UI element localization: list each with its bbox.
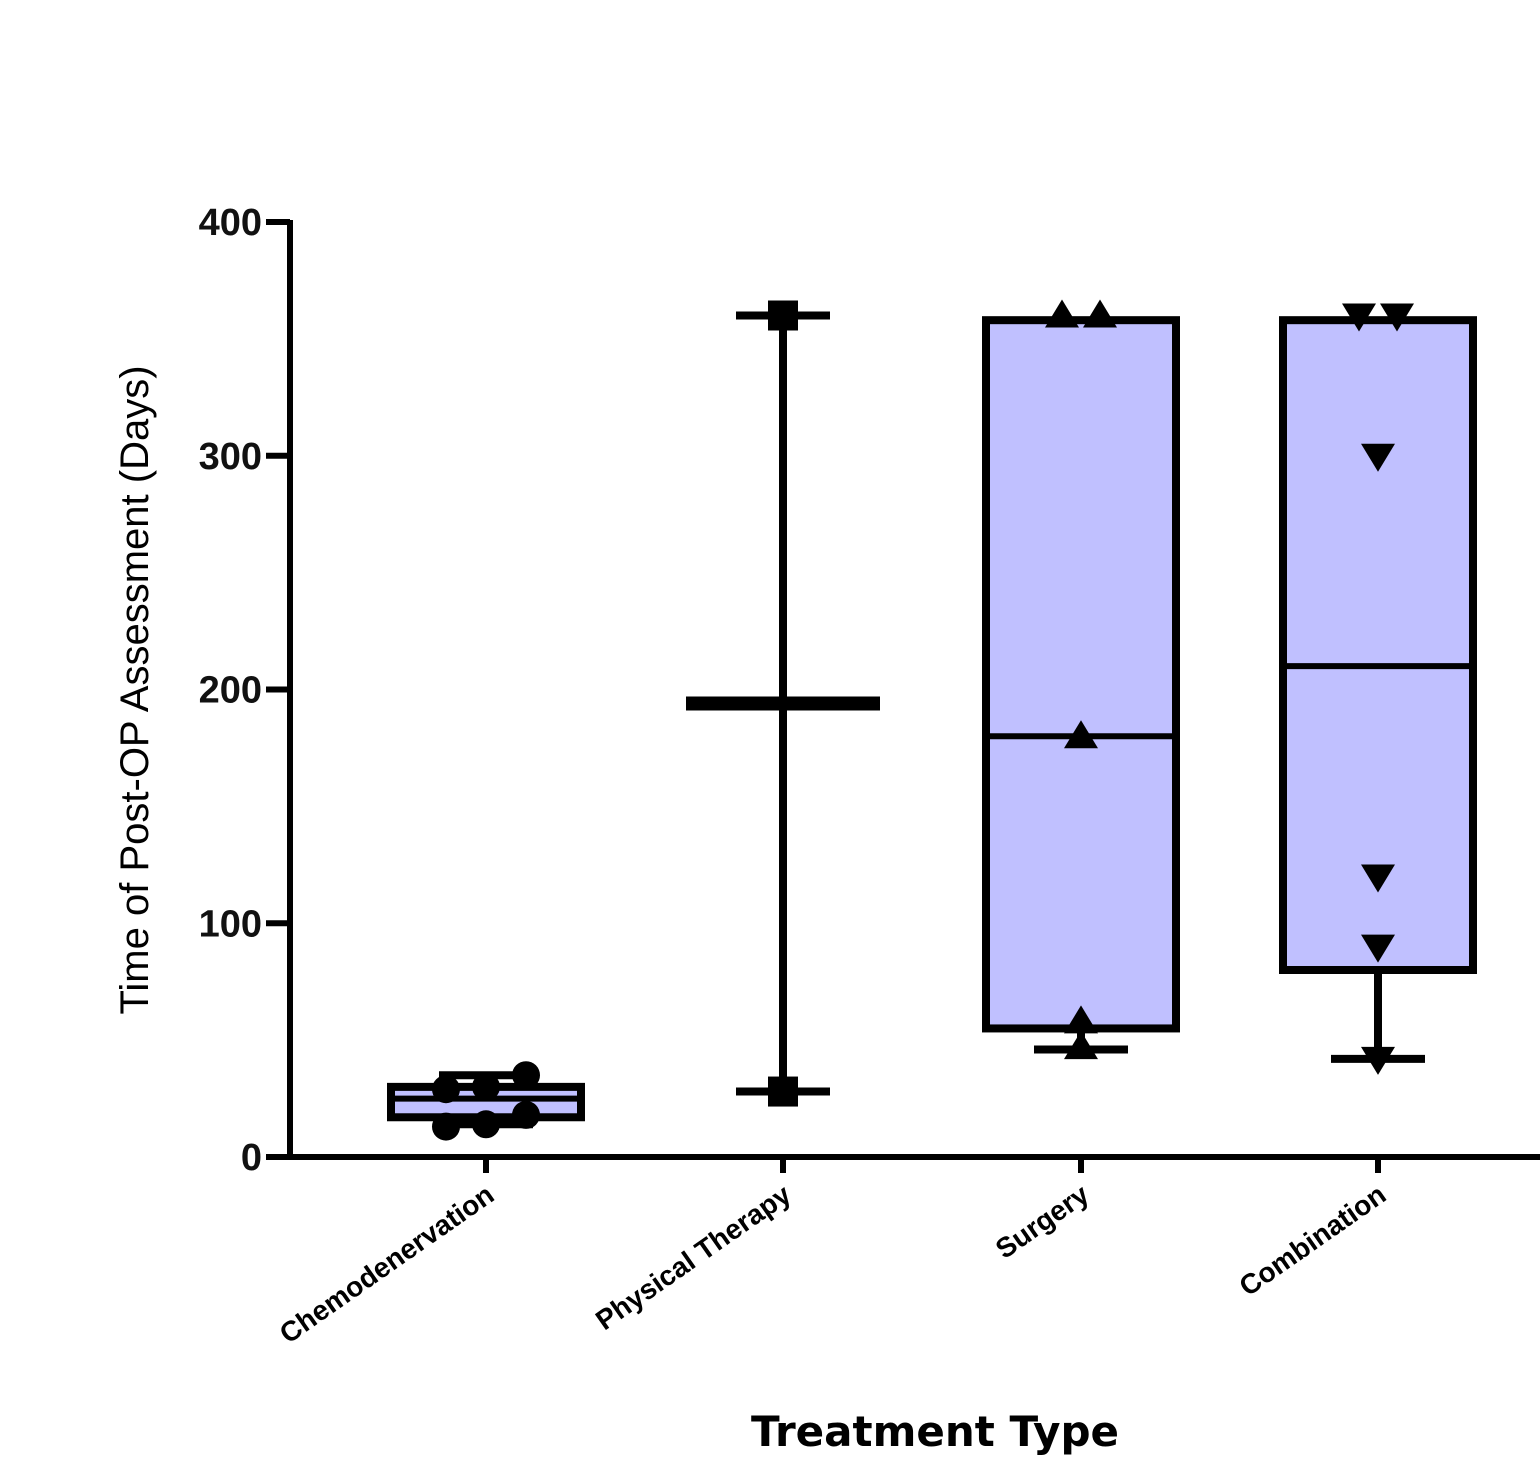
data-point (1361, 934, 1395, 963)
data-point (432, 1112, 460, 1141)
data-point (512, 1100, 540, 1129)
data-point (472, 1110, 500, 1139)
data-point (432, 1075, 460, 1104)
data-point (1361, 864, 1395, 893)
data-point (1361, 443, 1395, 472)
x-tick-label: Combination (1234, 1179, 1392, 1303)
data-point (768, 1076, 798, 1107)
data-points (432, 299, 1414, 1141)
data-point (512, 1061, 540, 1090)
box (1279, 316, 1477, 974)
box (982, 316, 1180, 1033)
y-tick-label: 400 (199, 202, 262, 244)
data-point (1064, 1005, 1098, 1034)
y-tick-label: 200 (199, 670, 262, 712)
x-tick-label: Surgery (990, 1178, 1095, 1264)
x-tick-label: Chemodenervation (274, 1179, 500, 1350)
box-group (686, 311, 880, 1096)
x-axis-title: Treatment Type (751, 1407, 1119, 1456)
data-point (1361, 1046, 1395, 1075)
data-point (1083, 299, 1117, 328)
data-point (1045, 299, 1079, 328)
data-point (472, 1072, 500, 1101)
data-point (768, 300, 798, 331)
data-point (1380, 303, 1414, 332)
y-tick-label: 300 (199, 436, 262, 478)
data-point (1064, 1031, 1098, 1060)
y-axis-title: Time of Post-OP Assessment (Days) (113, 365, 157, 1014)
y-tick-label: 0 (241, 1137, 262, 1179)
box-group (1279, 316, 1477, 1063)
box-group (982, 316, 1180, 1054)
x-tick-label: Physical Therapy (590, 1178, 797, 1336)
y-tick-label: 100 (199, 903, 262, 945)
data-point (1064, 720, 1098, 749)
box-plot-groups (387, 311, 1477, 1129)
data-point (1342, 303, 1376, 332)
